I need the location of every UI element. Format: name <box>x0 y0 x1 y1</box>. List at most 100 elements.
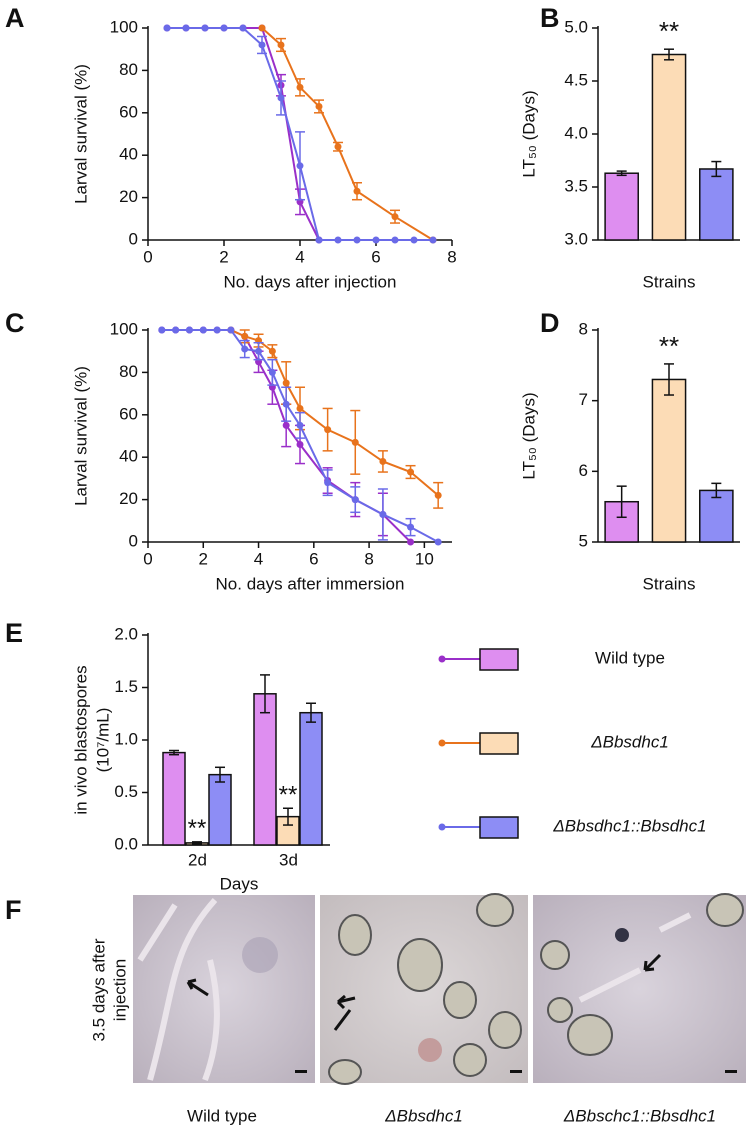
point <box>268 368 276 376</box>
point <box>282 421 290 429</box>
x-axis-label: No. days after injection <box>224 272 397 291</box>
legend-label: ΔBbsdhc1::Bbsdhc1 <box>552 816 706 835</box>
cells <box>328 893 522 1085</box>
point <box>434 491 442 499</box>
bar <box>651 53 687 241</box>
y-tick-label: 0 <box>129 531 138 550</box>
bar <box>651 378 687 543</box>
legend-marker <box>438 739 446 747</box>
x-tick-label: 6 <box>371 247 380 266</box>
series-line <box>261 27 434 241</box>
point <box>324 426 332 434</box>
point <box>353 187 361 195</box>
hypha <box>137 897 220 1082</box>
point <box>429 236 437 244</box>
x-axis-label: Days <box>220 874 259 893</box>
y-axis-label: (10⁷/mL) <box>93 708 112 773</box>
annotation: ** <box>188 815 207 842</box>
bar <box>699 489 734 543</box>
point <box>258 41 266 49</box>
point <box>296 421 304 429</box>
legend-swatch <box>479 648 519 671</box>
bar <box>299 711 323 846</box>
point <box>277 94 285 102</box>
point <box>199 326 207 334</box>
point <box>172 326 180 334</box>
point <box>351 496 359 504</box>
x-tick-label: 10 <box>415 549 434 568</box>
point <box>282 400 290 408</box>
caption: ΔBbschc1::Bbsdhc1 <box>563 1106 716 1125</box>
hypha <box>578 912 692 1003</box>
x-tick-label: 4 <box>254 549 263 568</box>
x-axis-label: No. days after immersion <box>216 574 405 593</box>
blur <box>418 1038 442 1062</box>
annotation: ** <box>659 331 679 361</box>
bar <box>253 693 277 846</box>
y-axis-label: LT₅₀ (Days) <box>519 90 538 177</box>
y-tick-label: 100 <box>110 17 138 36</box>
point <box>324 479 332 487</box>
legend-label: Wild type <box>595 648 665 667</box>
point <box>239 24 247 32</box>
arrow <box>643 953 662 972</box>
panel-letter: D <box>540 308 560 338</box>
scale-bar <box>510 1070 522 1073</box>
y-axis-label: in vivo blastospores <box>71 665 90 814</box>
point <box>296 83 304 91</box>
y-tick-label: 4.5 <box>564 70 588 89</box>
point <box>213 326 221 334</box>
point <box>296 404 304 412</box>
point <box>158 326 166 334</box>
point <box>391 236 399 244</box>
y-tick-label: 80 <box>119 60 138 79</box>
x-tick-label: 8 <box>447 247 456 266</box>
y-tick-label: 40 <box>119 447 138 466</box>
point <box>220 24 228 32</box>
x-axis-label: Strains <box>643 272 696 291</box>
y-axis-label: LT₅₀ (Days) <box>519 392 538 479</box>
y-tick-label: 40 <box>119 145 138 164</box>
legend-swatch <box>479 732 519 755</box>
caption: ΔBbsdhc1 <box>384 1106 463 1125</box>
point <box>379 510 387 518</box>
blur <box>615 928 629 942</box>
point <box>296 440 304 448</box>
bar <box>699 168 734 241</box>
x-tick-label: 6 <box>309 549 318 568</box>
panel-letter: B <box>540 3 560 33</box>
y-tick-label: 5 <box>579 531 588 550</box>
photo-panel <box>133 893 746 1085</box>
point <box>268 347 276 355</box>
legend-swatch <box>479 816 519 839</box>
series-line <box>161 329 439 543</box>
scale-bar <box>295 1070 307 1073</box>
y-tick-label: 4.0 <box>564 123 588 142</box>
legend-label: ΔBbsdhc1 <box>590 732 669 751</box>
annotation: ** <box>279 782 298 809</box>
y-tick-label: 80 <box>119 362 138 381</box>
point <box>434 538 442 546</box>
side-label: 3.5 days after <box>89 938 108 1041</box>
x-tick-label: 8 <box>364 549 373 568</box>
bar <box>162 751 186 846</box>
y-tick-label: 20 <box>119 489 138 508</box>
panel-letter: E <box>5 618 23 648</box>
arrow <box>333 994 356 1031</box>
arrow <box>186 978 209 997</box>
scale-bar <box>725 1070 737 1073</box>
x-tick-label: 2d <box>188 850 207 869</box>
point <box>334 143 342 151</box>
y-tick-label: 6 <box>579 461 588 480</box>
x-axis-label: Strains <box>643 574 696 593</box>
panel-letter: F <box>5 895 22 925</box>
point <box>277 41 285 49</box>
panel-letter: A <box>5 3 25 33</box>
y-tick-label: 3.0 <box>564 229 588 248</box>
point <box>407 538 415 546</box>
x-tick-label: 0 <box>143 549 152 568</box>
point <box>410 236 418 244</box>
x-tick-label: 2 <box>219 247 228 266</box>
y-tick-label: 60 <box>119 102 138 121</box>
